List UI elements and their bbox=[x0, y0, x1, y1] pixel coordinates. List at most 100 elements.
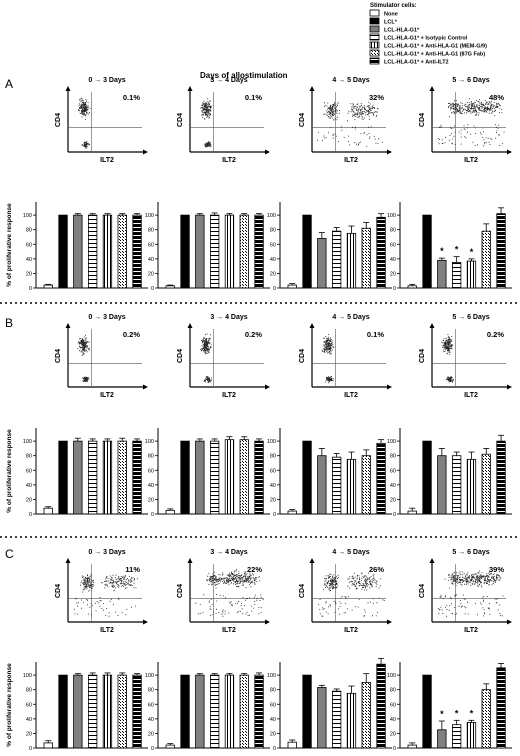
y-tick-label: 0 bbox=[151, 286, 154, 292]
significance-star: * bbox=[470, 708, 474, 718]
bar bbox=[132, 440, 142, 515]
flow-dots bbox=[321, 334, 335, 384]
bar bbox=[239, 439, 249, 515]
bar bbox=[361, 682, 371, 749]
y-tick-label: 60 bbox=[390, 468, 396, 474]
y-tick-label: 0 bbox=[393, 746, 396, 752]
y-tick-label: 80 bbox=[26, 228, 32, 234]
y-tick-label: 20 bbox=[270, 271, 276, 277]
bar bbox=[132, 674, 142, 749]
flow-xlabel: ILT2 bbox=[222, 392, 236, 399]
y-tick-label: 100 bbox=[267, 213, 276, 219]
legend-label: LCL-HLA-G1* + Anti-ILT2 bbox=[384, 60, 449, 66]
flow-dots bbox=[437, 570, 504, 617]
bar bbox=[466, 260, 477, 289]
bar-chart: 0 20 40 60 80 100 bbox=[267, 202, 392, 292]
legend-label: None bbox=[384, 12, 398, 18]
bar bbox=[287, 510, 297, 515]
bar bbox=[451, 455, 462, 515]
significance-star: * bbox=[455, 245, 459, 255]
significance-star: * bbox=[455, 708, 459, 718]
y-tick-label: 60 bbox=[148, 242, 154, 248]
y-tick-label: 20 bbox=[148, 271, 154, 277]
y-tick-label: 0 bbox=[273, 746, 276, 752]
y-tick-label: 40 bbox=[270, 483, 276, 489]
flow-x-arrow bbox=[265, 619, 270, 625]
flow-xlabel: ILT2 bbox=[100, 627, 114, 634]
y-tick-label: 100 bbox=[145, 439, 154, 445]
bar bbox=[224, 674, 235, 749]
y-tick-label: 100 bbox=[387, 673, 396, 679]
bar bbox=[422, 674, 432, 749]
y-tick-label: 40 bbox=[390, 257, 396, 263]
bar bbox=[376, 442, 386, 515]
y-tick-label: 20 bbox=[390, 497, 396, 503]
bar bbox=[437, 455, 447, 515]
bar-chart: 0 20 40 60 80 100 * * * bbox=[387, 662, 512, 752]
bar-ylabel: % of proliferative response bbox=[6, 429, 13, 513]
legend-swatch bbox=[369, 49, 380, 57]
y-tick-label: 40 bbox=[390, 717, 396, 723]
flow-y-arrow bbox=[309, 86, 315, 91]
flow-plot: 0 → 3 Days 11% ILT2 CD4 bbox=[55, 549, 148, 634]
legend-label: LCL-HLA-G1* bbox=[384, 28, 420, 34]
y-tick-label: 80 bbox=[26, 688, 32, 694]
flow-y-arrow bbox=[187, 86, 193, 91]
y-tick-label: 60 bbox=[390, 702, 396, 708]
bar bbox=[224, 439, 235, 515]
bar bbox=[496, 667, 506, 749]
bar bbox=[437, 259, 447, 289]
flow-percent: 26% bbox=[369, 565, 384, 574]
flow-x-arrow bbox=[387, 384, 392, 390]
y-tick-label: 20 bbox=[26, 497, 32, 503]
y-tick-label: 60 bbox=[26, 242, 32, 248]
legend-swatch bbox=[369, 57, 380, 65]
flow-percent: 39% bbox=[489, 565, 504, 574]
flow-x-arrow bbox=[387, 619, 392, 625]
y-tick-label: 60 bbox=[270, 468, 276, 474]
panel-letter-a: A bbox=[5, 77, 13, 91]
y-tick-label: 100 bbox=[387, 213, 396, 219]
y-tick-label: 0 bbox=[29, 512, 32, 518]
flow-xlabel: ILT2 bbox=[464, 627, 478, 634]
y-tick-label: 20 bbox=[270, 497, 276, 503]
bar-chart: 0 20 40 60 80 100 bbox=[23, 428, 148, 518]
flow-ylabel: CD4 bbox=[55, 584, 62, 598]
bar bbox=[43, 507, 53, 515]
bar bbox=[209, 214, 220, 289]
y-tick-label: 60 bbox=[390, 242, 396, 248]
y-tick-label: 40 bbox=[148, 257, 154, 263]
legend-swatch bbox=[369, 33, 380, 41]
flow-percent: 48% bbox=[489, 93, 504, 102]
bar bbox=[331, 230, 342, 289]
bar-chart: 0 20 40 60 80 100 bbox=[387, 428, 512, 518]
y-tick-label: 20 bbox=[390, 731, 396, 737]
flow-xlabel: ILT2 bbox=[222, 627, 236, 634]
legend-label: LCL-HLA-G1* + Anti-HLA-G1 (87G Fab) bbox=[384, 52, 485, 58]
time-label: 0 → 3 Days bbox=[88, 549, 125, 556]
bar bbox=[195, 440, 205, 515]
flow-x-arrow bbox=[387, 149, 392, 155]
y-tick-label: 40 bbox=[26, 717, 32, 723]
flow-percent: 0.2% bbox=[123, 330, 140, 339]
y-tick-label: 0 bbox=[393, 512, 396, 518]
bar bbox=[195, 674, 205, 749]
legend-swatch bbox=[369, 9, 380, 17]
y-tick-label: 100 bbox=[267, 439, 276, 445]
bar bbox=[481, 230, 491, 289]
bar bbox=[407, 744, 417, 749]
flow-xlabel: ILT2 bbox=[222, 157, 236, 164]
y-tick-label: 20 bbox=[148, 497, 154, 503]
bar bbox=[451, 262, 462, 289]
panel-c: % of proliferative response 0 → 3 Days 11%… bbox=[6, 549, 512, 752]
bar bbox=[317, 238, 327, 289]
flow-y-arrow bbox=[65, 323, 71, 328]
bar bbox=[58, 214, 68, 289]
legend-swatch bbox=[369, 41, 380, 49]
significance-star: * bbox=[470, 247, 474, 257]
y-tick-label: 60 bbox=[26, 702, 32, 708]
flow-ylabel: CD4 bbox=[299, 584, 306, 598]
bar bbox=[317, 455, 327, 515]
y-tick-label: 40 bbox=[26, 483, 32, 489]
y-tick-label: 100 bbox=[267, 673, 276, 679]
